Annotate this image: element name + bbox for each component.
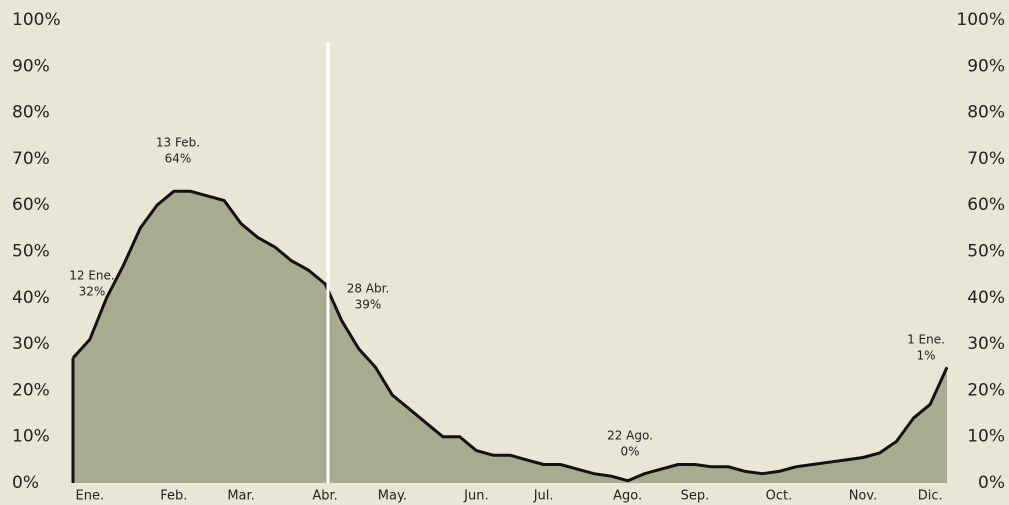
y2-tick-label: 20%: [967, 380, 1005, 400]
annotation: 13 Feb.: [156, 136, 200, 150]
y2-tick-label: 0%: [978, 473, 1005, 493]
y2-tick-label: 60%: [967, 195, 1005, 215]
y-tick-label: 60%: [12, 195, 50, 215]
y2-tick-label: 40%: [967, 288, 1005, 308]
x-tick-label: Mar.: [227, 489, 254, 504]
y2-tick-label: 90%: [967, 56, 1005, 76]
y2-tick-label: 80%: [967, 103, 1005, 123]
x-tick-label: Dic.: [918, 489, 943, 504]
y-tick-label: 20%: [12, 380, 50, 400]
y-tick-label: 70%: [12, 149, 50, 169]
y2-tick-label: 10%: [967, 427, 1005, 447]
x-tick-label: Abr.: [312, 489, 337, 504]
x-tick-label: Ago.: [613, 489, 642, 504]
annotation: 28 Abr.: [347, 282, 390, 296]
x-tick-label: Feb.: [160, 489, 187, 504]
annotation: 64%: [165, 152, 192, 166]
y-tick-label: 30%: [12, 334, 50, 354]
y-tick-label: 90%: [12, 56, 50, 76]
plot: [71, 189, 949, 484]
y2-tick-label: 30%: [967, 334, 1005, 354]
y2-tick-label: 50%: [967, 242, 1005, 262]
annotation: 12 Ene.: [69, 269, 114, 283]
annotation: 1 Ene.: [907, 333, 945, 347]
x-tick-label: Oct.: [766, 489, 793, 504]
x-tick-label: May.: [378, 489, 407, 504]
annotation: 1%: [916, 349, 935, 363]
y-tick-label: 50%: [12, 242, 50, 262]
y2-tick-label: 100%: [956, 10, 1005, 30]
x-tick-label: Nov.: [849, 489, 878, 504]
y-tick-label: 0%: [12, 473, 39, 493]
x-tick-label: Sep.: [681, 489, 710, 504]
x-tick-label: Jul.: [533, 489, 554, 504]
x-tick-label: Jun.: [463, 489, 488, 504]
line: [71, 189, 949, 483]
x-tick-label: Ene.: [76, 489, 105, 504]
y-tick-label: 100%: [12, 10, 61, 30]
annotation: 0%: [620, 445, 639, 459]
y-tick-label: 10%: [12, 427, 50, 447]
y2-tick-label: 70%: [967, 149, 1005, 169]
annotation: 32%: [79, 285, 106, 299]
y-tick-label: 80%: [12, 103, 50, 123]
area: [73, 191, 947, 484]
annotation: 39%: [355, 298, 382, 312]
y-tick-label: 40%: [12, 288, 50, 308]
annotation: 22 Ago.: [607, 429, 653, 443]
